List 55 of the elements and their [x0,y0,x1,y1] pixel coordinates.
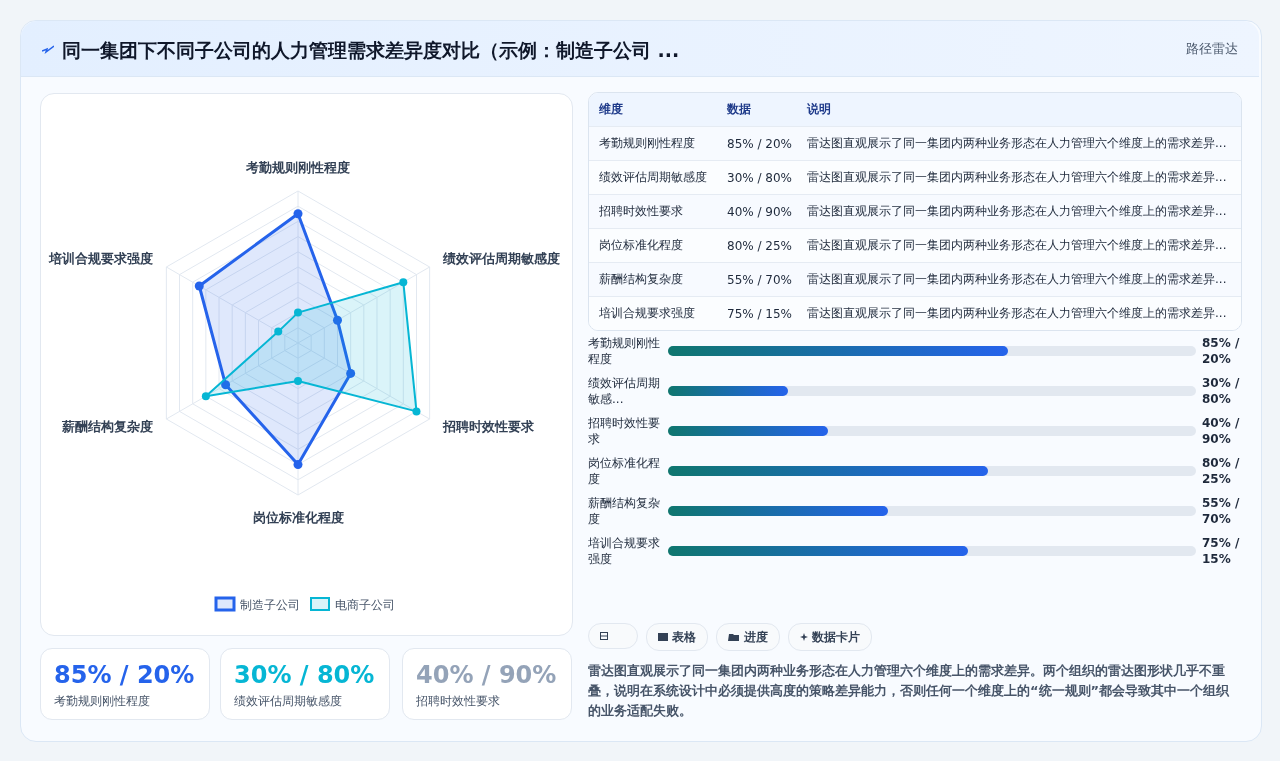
spoke-label: 考勤规则刚性程度 [245,159,350,175]
text: 雷达图直观展示了同一集团内两种业务形态在人力管理六个维度上的需求差异... [807,204,1227,218]
bar [668,426,828,436]
category-label: 数据 [726,101,752,118]
text: 数据卡片 [788,623,872,651]
spoke-label: 绩效评估周期敏感度 [441,251,560,267]
category-label: 维度 [598,101,624,118]
text: 85% / 20% [727,136,793,151]
text: 雷达图直观展示了同一集团内两种业务形态在人力管理六个维度上的需求差异... [807,306,1227,320]
text: 薪酬结构复杂度 [599,272,683,286]
text: 30% / 80% [234,661,375,689]
text: 表格 [646,623,708,651]
category-label: 考勤规则刚性程度 [588,336,660,366]
category-label: 岗位标准化程度 [588,456,660,486]
data-label: 40% / 90% [1202,415,1241,447]
category-label: 考勤规则刚性程度 [54,693,151,710]
text: 雷达图直观展示了同一集团内两种业务形态在人力管理六个维度上的需求差异... [807,170,1227,184]
legend-label: 制造子公司 [240,598,300,612]
category-label: 薪酬结构复杂度 [588,496,660,526]
text: 培训合规要求强度 [599,306,695,320]
text: 40% / 90% [727,204,793,219]
data-label: 75% / 15% [1202,535,1241,567]
text: 岗位标准化程度 [599,238,683,252]
spoke-label: 岗位标准化程度 [252,510,344,526]
category-label: 绩效评估周期敏感度 [234,693,343,710]
text: 同一集团下不同子公司的人力管理需求差异度对比（示例：制造子公司 ... [62,38,680,63]
spoke-label: 薪酬结构复杂度 [61,418,154,434]
legend-label: 电商子公司 [335,598,395,612]
data-label: 30% / 80% [1202,375,1241,407]
category-label: 绩效评估周期敏感... [588,376,660,406]
category-label: 培训合规要求强度 [588,536,660,566]
text: 进度 [716,623,780,651]
text: 雷达图直观展示了同一集团内两种业务形态在人力管理六个维度上的需求差异... [807,272,1227,286]
text: 雷达图直观展示了同一集团内两种业务形态在人力管理六个维度上的需求差异... [807,136,1227,150]
bar [668,386,788,396]
text: 75% / 15% [727,306,793,321]
text: 雷达图直观展示了同一集团内两种业务形态在人力管理六个维度上的需求差异。两个组织的雷达图形状几乎不重叠，说明在系统设计中必须提供高度的策略差异能力，否则任何一个维度上的“统一规则”都会导致其中一个组织的业务适配失败。 [588,662,1231,720]
text: 55% / 70% [727,272,793,287]
spoke-label: 培训合规要求强度 [48,251,154,267]
category-label: 说明 [806,101,832,118]
category-label: 招聘时效性要求 [416,693,501,710]
category-label: 招聘时效性要求 [588,416,660,446]
text: 考勤规则刚性程度 [599,136,695,150]
text: 绩效评估周期敏感度 [599,170,707,184]
text: 85% / 20% [54,661,195,689]
text: 30% / 80% [727,170,793,185]
data-label: 55% / 70% [1202,495,1241,527]
data-label: 80% / 25% [1202,455,1241,487]
text: 40% / 90% [416,661,557,689]
text: 80% / 25% [727,238,793,253]
text: 招聘时效性要求 [599,204,683,218]
text: 雷达图直观展示了同一集团内两种业务形态在人力管理六个维度上的需求差异... [807,238,1227,252]
spoke-label: 招聘时效性要求 [441,418,535,434]
data-label: 85% / 20% [1202,335,1241,367]
text: 路径雷达 [1186,40,1238,58]
